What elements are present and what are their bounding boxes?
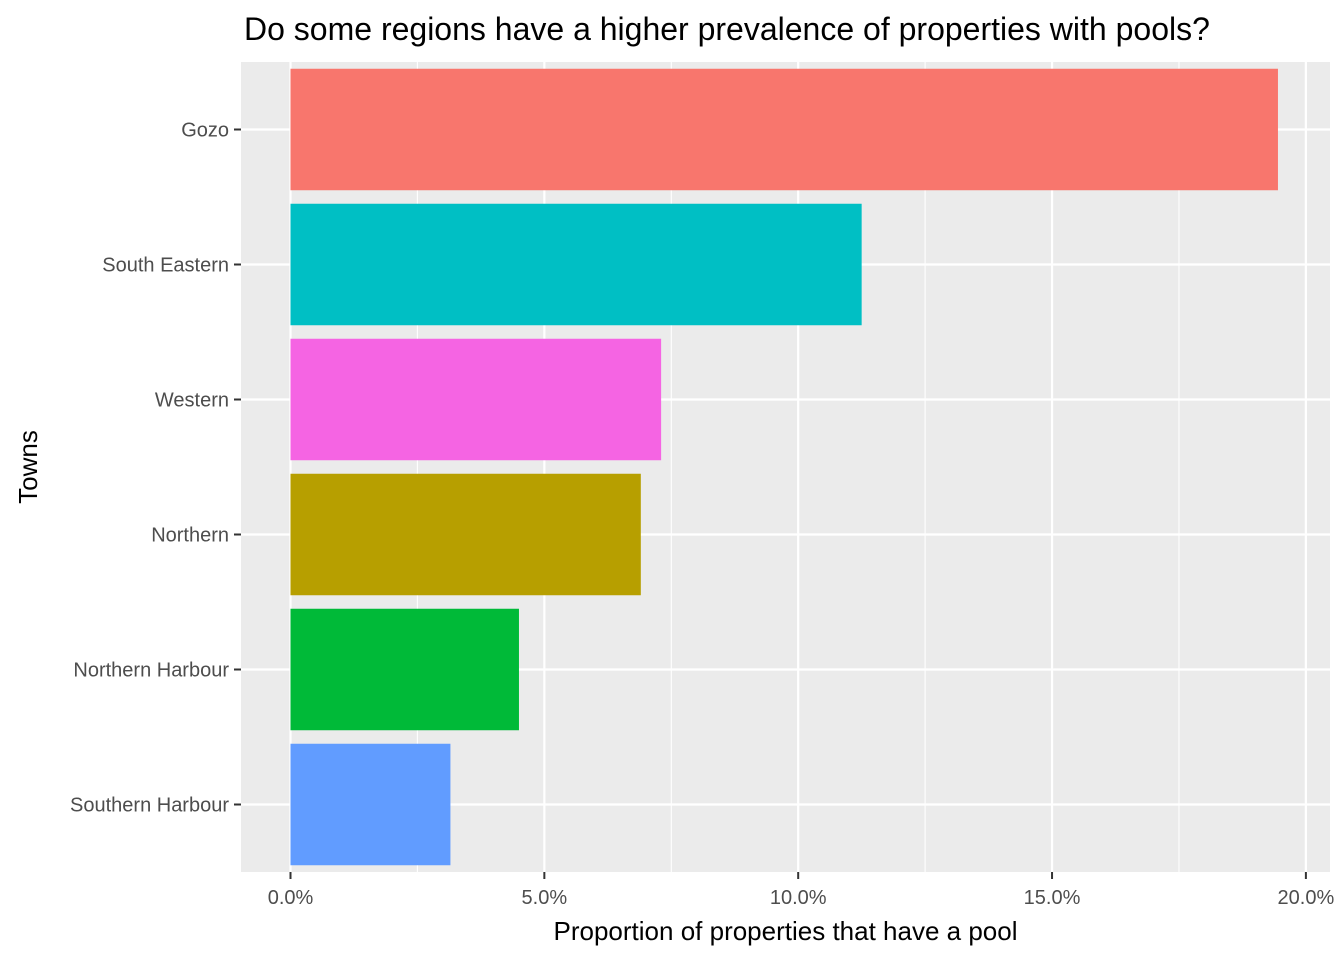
- y-axis-ticks: Gozo South Eastern Western Northern Northern…: [70, 120, 241, 817]
- x-tick-label: 5.0%: [522, 887, 568, 909]
- y-tick-label: Gozo: [181, 120, 229, 142]
- bars: [290, 68, 1278, 866]
- plot-panel: [241, 62, 1330, 872]
- bar-gozo: [290, 68, 1278, 191]
- bar-south-eastern: [290, 203, 862, 326]
- x-axis-ticks: 0.0% 5.0% 10.0% 15.0% 20.0%: [268, 872, 1335, 909]
- y-tick-label: Western: [155, 390, 229, 412]
- x-tick-label: 10.0%: [770, 887, 827, 909]
- bar-western: [290, 338, 662, 461]
- bar-southern-harbour: [290, 743, 451, 866]
- x-tick-label: 0.0%: [268, 887, 314, 909]
- bar-northern-harbour: [290, 608, 519, 731]
- y-tick-label: Northern: [151, 525, 229, 547]
- chart-title: Do some regions have a higher prevalence…: [244, 11, 1210, 47]
- x-axis-title: Proportion of properties that have a poo…: [554, 916, 1018, 946]
- y-tick-label: Southern Harbour: [70, 795, 229, 817]
- x-tick-label: 20.0%: [1278, 887, 1335, 909]
- y-tick-label: South Eastern: [102, 255, 229, 277]
- y-axis-title: Towns: [13, 430, 43, 504]
- y-tick-label: Northern Harbour: [73, 660, 229, 682]
- bar-northern: [290, 473, 641, 596]
- x-tick-label: 15.0%: [1024, 887, 1081, 909]
